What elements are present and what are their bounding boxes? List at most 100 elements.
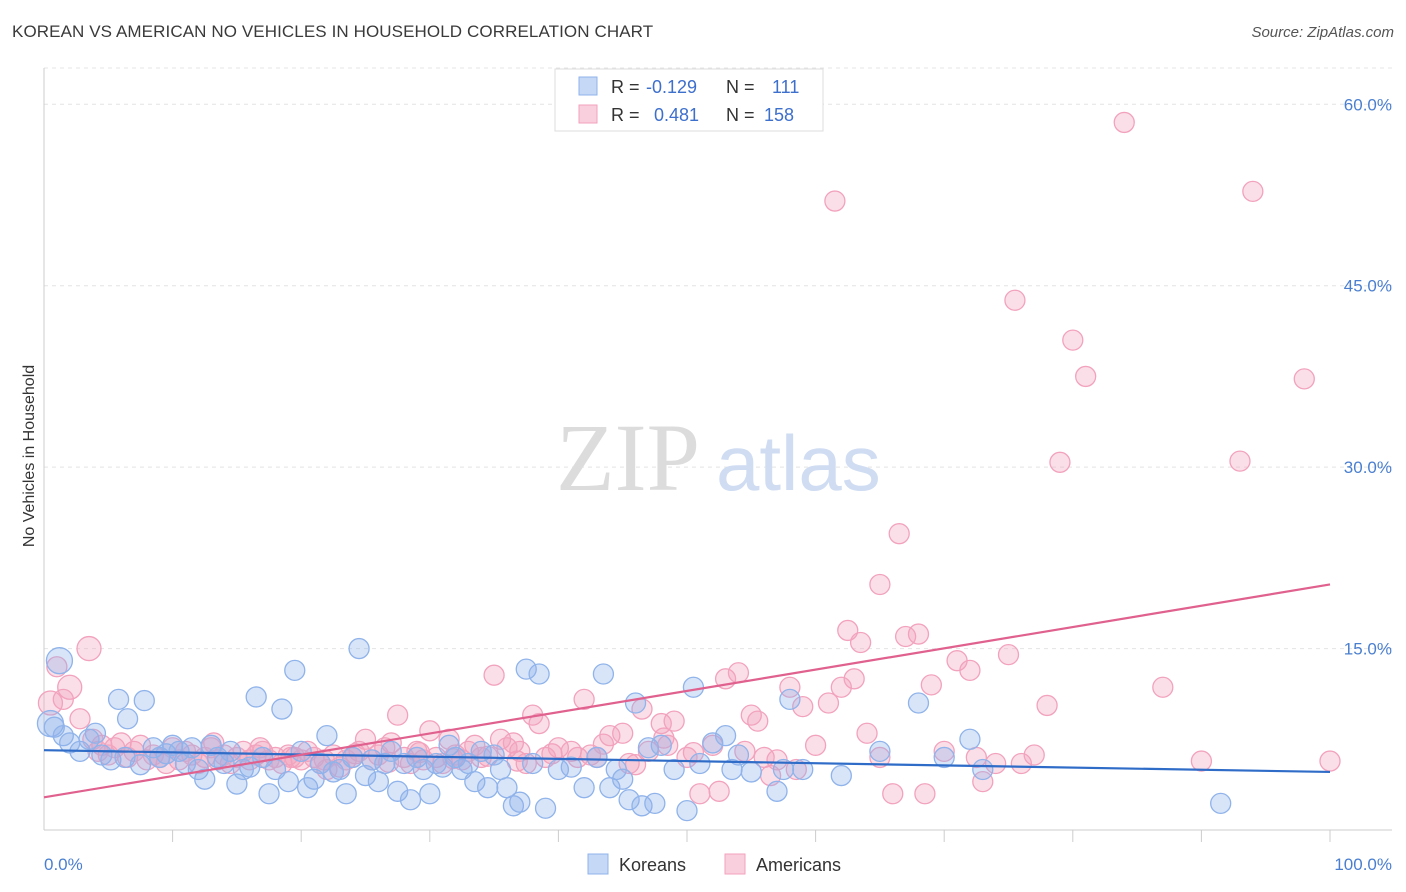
american-point xyxy=(344,743,366,765)
legend-n-value-americans: 158 xyxy=(764,105,794,125)
american-point xyxy=(592,733,615,755)
american-point xyxy=(882,783,904,805)
koreans-points xyxy=(36,637,1232,822)
american-point xyxy=(399,752,422,775)
american-point xyxy=(419,720,441,742)
y-tick-label: 45.0% xyxy=(1344,277,1392,296)
korean-point xyxy=(219,740,242,763)
korean-point xyxy=(624,692,647,714)
korean-point xyxy=(779,688,801,711)
american-point xyxy=(1319,750,1341,772)
watermark: ZIP atlas xyxy=(556,404,881,511)
korean-point xyxy=(534,797,557,819)
legend-r-label-americans: R = xyxy=(611,105,640,125)
american-point xyxy=(779,676,801,698)
korean-point xyxy=(348,637,370,660)
american-point xyxy=(907,623,930,645)
american-point xyxy=(888,523,910,545)
legend-r-value-americans: 0.481 xyxy=(654,105,699,125)
korean-point xyxy=(830,764,852,787)
korean-point xyxy=(194,768,216,790)
american-point xyxy=(727,662,750,684)
legend-r-value-koreans: -0.129 xyxy=(646,77,697,97)
american-point xyxy=(1242,180,1264,203)
bottom-legend-koreans: Koreans xyxy=(619,855,686,875)
korean-point xyxy=(612,768,634,790)
american-point xyxy=(682,741,705,764)
watermark-atlas: atlas xyxy=(716,419,881,507)
american-point xyxy=(997,643,1020,666)
american-point xyxy=(57,674,83,700)
legend-swatch-koreans xyxy=(578,76,598,96)
american-point xyxy=(869,746,891,769)
korean-point xyxy=(740,761,762,783)
korean-point xyxy=(129,754,152,776)
korean-point xyxy=(45,647,74,675)
korean-point xyxy=(727,744,750,766)
bottom-legend-americans: Americans xyxy=(756,855,841,875)
american-point xyxy=(1152,676,1174,698)
american-point xyxy=(914,783,936,805)
american-point xyxy=(618,752,640,775)
korean-point xyxy=(84,722,107,744)
american-point xyxy=(1023,744,1045,766)
american-point xyxy=(984,752,1007,775)
american-point xyxy=(386,704,409,726)
american-point xyxy=(856,722,878,744)
korean-point xyxy=(489,758,512,781)
american-point xyxy=(849,631,872,654)
source-label: Source: ZipAtlas.com xyxy=(1251,24,1394,41)
american-point xyxy=(1190,750,1213,772)
korean-point xyxy=(464,770,486,793)
korean-point xyxy=(631,795,653,817)
top-legend: R = -0.129 N = 111 R = 0.481 N = 158 xyxy=(554,68,824,132)
korean-point xyxy=(515,658,537,680)
korean-point xyxy=(592,663,615,685)
korean-point xyxy=(663,758,685,781)
watermark-zip: ZIP xyxy=(556,404,700,511)
korean-point xyxy=(367,770,390,793)
korean-point xyxy=(335,783,357,805)
korean-point xyxy=(933,746,955,769)
american-point xyxy=(920,674,942,696)
legend-n-label-koreans: N = xyxy=(726,77,755,97)
korean-point xyxy=(766,780,788,802)
american-point xyxy=(547,737,570,759)
american-point xyxy=(689,783,711,805)
y-tick-labels: 15.0% 30.0% 45.0% 60.0% xyxy=(1344,95,1392,658)
korean-point xyxy=(354,764,377,787)
korean-point xyxy=(245,686,267,708)
korean-point xyxy=(689,752,711,775)
american-point xyxy=(747,710,769,732)
american-point xyxy=(1004,289,1026,311)
american-point xyxy=(959,659,981,681)
x-tick-label-max: 100.0% xyxy=(1334,855,1392,874)
korean-point xyxy=(1210,792,1232,815)
american-point xyxy=(708,780,730,802)
american-point xyxy=(506,750,528,772)
bottom-legend-swatch-americans xyxy=(724,853,746,875)
korean-point xyxy=(386,780,409,802)
american-point xyxy=(69,708,91,730)
korean-point xyxy=(374,752,396,775)
korean-point xyxy=(107,688,130,711)
american-point xyxy=(830,676,852,698)
korean-point xyxy=(509,791,531,813)
korean-point xyxy=(271,698,293,720)
korean-point xyxy=(399,789,422,811)
korean-point xyxy=(438,734,460,756)
y-tick-label: 15.0% xyxy=(1344,640,1392,659)
korean-point xyxy=(393,752,415,775)
korean-point xyxy=(772,758,795,781)
korean-point xyxy=(618,789,640,811)
trend-lines xyxy=(43,583,1331,799)
korean-point xyxy=(477,777,499,799)
legend-r-label-koreans: R = xyxy=(611,77,640,97)
american-point xyxy=(1062,329,1084,351)
american-point xyxy=(824,190,846,212)
legend-n-value-koreans: 111 xyxy=(772,77,799,97)
legend-swatch-americans xyxy=(578,104,598,124)
american-point xyxy=(740,704,762,726)
american-point xyxy=(1113,111,1135,134)
korean-point xyxy=(637,737,660,759)
